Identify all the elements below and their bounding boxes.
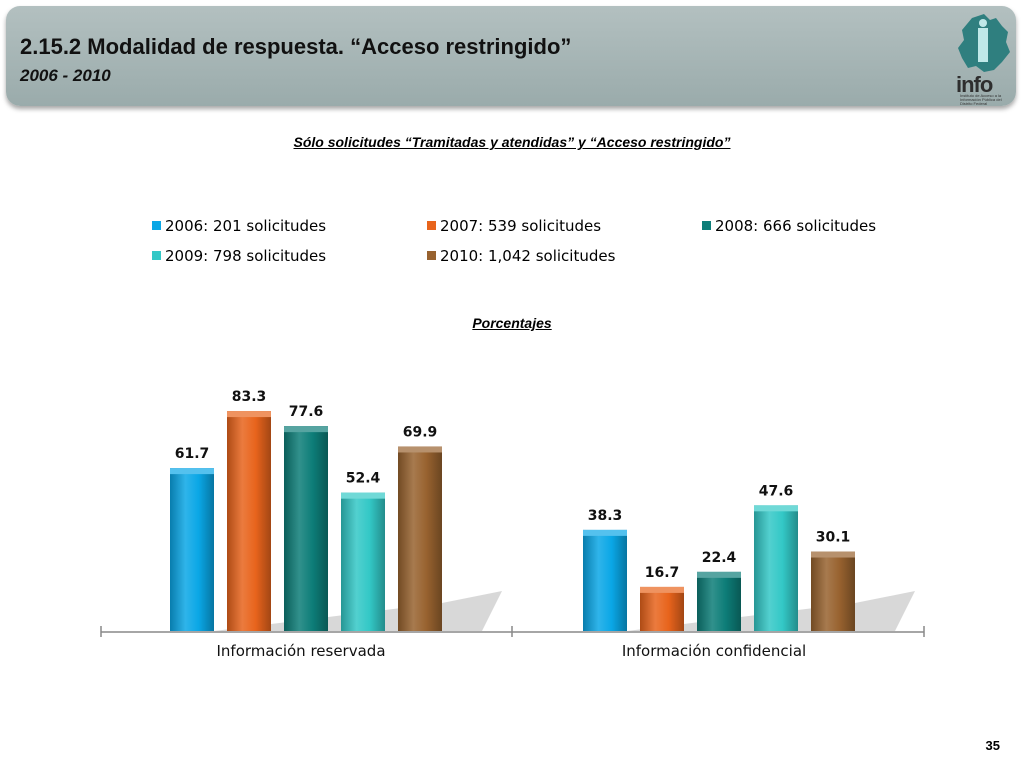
bar-value-label: 30.1 bbox=[816, 530, 851, 546]
bar bbox=[640, 586, 684, 631]
bar bbox=[398, 446, 442, 631]
category-label: Información reservada bbox=[216, 642, 385, 660]
legend-item: 2007: 539 solicitudes bbox=[427, 216, 601, 236]
infodf-logo: info Instituto de Acceso a la Informació… bbox=[950, 12, 1016, 106]
logo-text: info bbox=[956, 72, 993, 97]
legend-item: 2006: 201 solicitudes bbox=[152, 216, 326, 236]
page-number: 35 bbox=[985, 738, 1000, 753]
legend-label: 2010: 1,042 solicitudes bbox=[440, 247, 616, 265]
bar-value-label: 77.6 bbox=[289, 404, 324, 420]
slide-subtitle: 2006 - 2010 bbox=[20, 66, 111, 85]
bar-value-label: 47.6 bbox=[759, 483, 794, 499]
legend-swatch bbox=[427, 251, 436, 260]
legend-label: 2006: 201 solicitudes bbox=[165, 217, 327, 235]
bar-cap bbox=[583, 529, 627, 536]
bar bbox=[341, 492, 385, 631]
bar bbox=[227, 411, 271, 631]
legend-label: 2008: 666 solicitudes bbox=[715, 217, 877, 235]
bar-cap bbox=[754, 505, 798, 512]
legend-item: 2008: 666 solicitudes bbox=[702, 216, 876, 236]
bar-value-label: 83.3 bbox=[232, 389, 267, 405]
legend-swatch bbox=[152, 251, 161, 260]
bar-value-label: 69.9 bbox=[403, 424, 438, 440]
bar-cap bbox=[697, 571, 741, 578]
bar-value-label: 22.4 bbox=[702, 550, 737, 566]
city-map-icon bbox=[958, 14, 1010, 72]
bar bbox=[811, 551, 855, 631]
legend-swatch bbox=[152, 221, 161, 230]
bar bbox=[170, 468, 214, 631]
logo-small-text: Instituto de Acceso a la Información Púb… bbox=[960, 93, 1002, 106]
bar-value-label: 38.3 bbox=[588, 508, 623, 524]
bar-cap bbox=[341, 492, 385, 499]
legend-label: 2007: 539 solicitudes bbox=[440, 217, 602, 235]
bar-cap bbox=[398, 446, 442, 453]
legend-swatch bbox=[427, 221, 436, 230]
bar-cap bbox=[640, 586, 684, 593]
bar bbox=[284, 426, 328, 631]
legend-item: 2009: 798 solicitudes bbox=[152, 246, 326, 266]
category-label: Información confidencial bbox=[622, 642, 806, 660]
bar-value-label: 52.4 bbox=[346, 471, 381, 487]
bar bbox=[697, 571, 741, 631]
legend-swatch bbox=[702, 221, 711, 230]
bar-cap bbox=[170, 468, 214, 475]
chart-subtitle: Sólo solicitudes “Tramitadas y atendidas… bbox=[293, 134, 731, 150]
bar-value-label: 61.7 bbox=[175, 446, 210, 462]
bar-value-label: 16.7 bbox=[645, 565, 680, 581]
legend-item: 2010: 1,042 solicitudes bbox=[427, 246, 615, 266]
bar-cap bbox=[284, 426, 328, 433]
bar-cap bbox=[811, 551, 855, 558]
slide-header: 2.15.2 Modalidad de respuesta. “Acceso r… bbox=[6, 6, 1016, 106]
slide-title: 2.15.2 Modalidad de respuesta. “Acceso r… bbox=[20, 34, 572, 59]
legend-label: 2009: 798 solicitudes bbox=[165, 247, 327, 265]
percent-label: Porcentajes bbox=[472, 315, 552, 331]
bar bbox=[583, 529, 627, 631]
bar-cap bbox=[227, 411, 271, 418]
bar bbox=[754, 505, 798, 631]
